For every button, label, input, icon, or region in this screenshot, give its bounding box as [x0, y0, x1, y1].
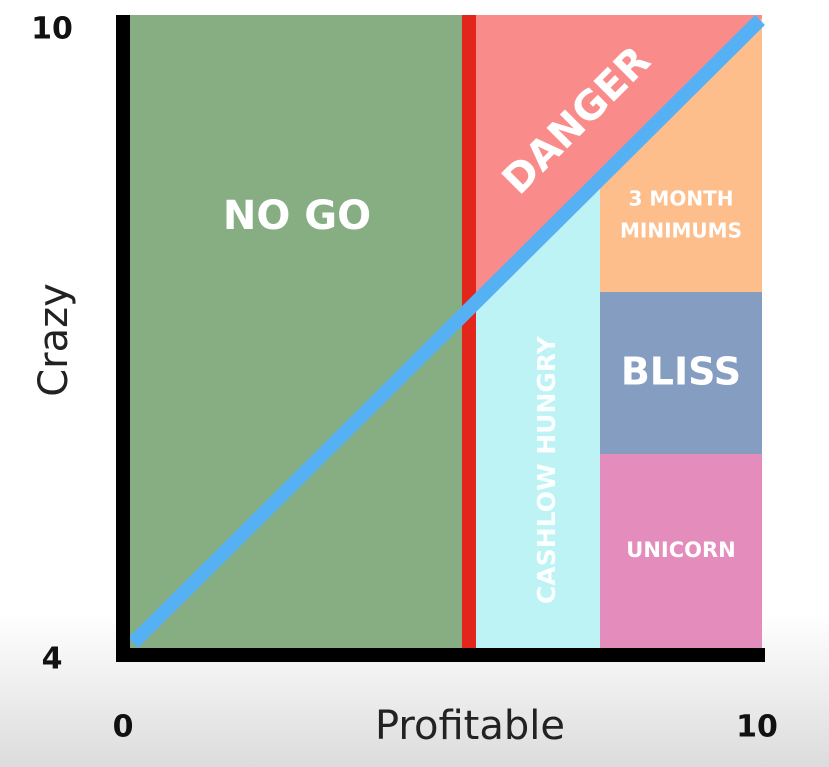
cashflow-label: CASHLOW HUNGRY [532, 335, 561, 604]
unicorn-label: UNICORN [626, 538, 735, 562]
x-axis [116, 648, 765, 662]
x-min: 0 [113, 710, 134, 745]
three-month-region [600, 18, 762, 292]
y-min: 4 [42, 642, 63, 677]
y-axis [116, 15, 130, 662]
bliss-region [600, 292, 762, 454]
three-month-label: MINIMUMS [620, 219, 742, 243]
unicorn-region [600, 454, 762, 648]
three-month-label: 3 MONTH [629, 187, 734, 211]
x-max: 10 [736, 710, 778, 745]
diagonal-line [128, 15, 765, 648]
no-go-label: NO GO [223, 193, 371, 239]
red-divider [462, 15, 476, 648]
y-axis-label: Crazy [31, 283, 77, 397]
x-axis-label: Profitable [375, 703, 565, 749]
no-go-region [130, 15, 462, 648]
y-max: 10 [31, 12, 73, 47]
cashflow-region [476, 179, 600, 648]
bliss-label: BLISS [621, 350, 741, 394]
